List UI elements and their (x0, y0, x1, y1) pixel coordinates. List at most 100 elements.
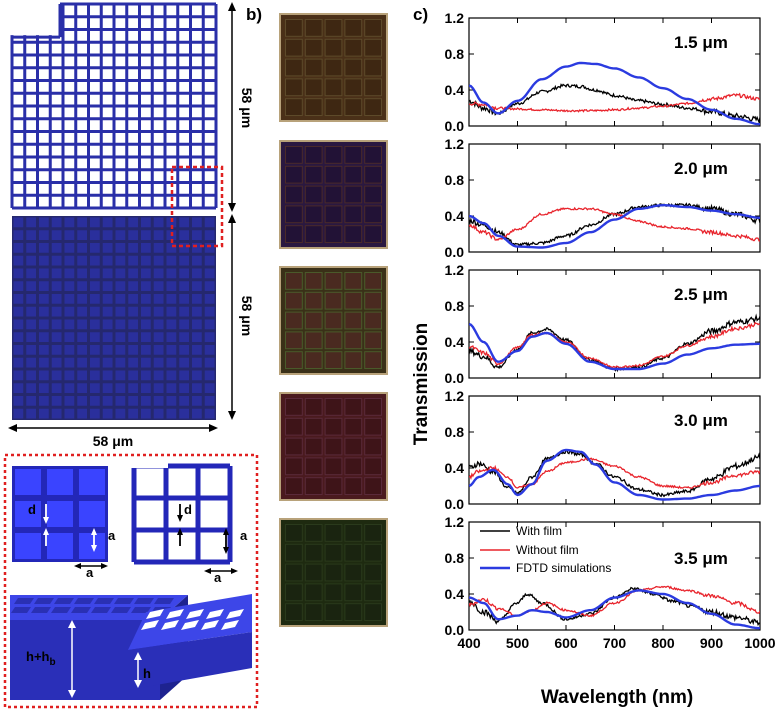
filled-grid-cell (13, 332, 24, 342)
filled-grid-cell (204, 370, 215, 381)
filled-grid-cell (102, 408, 113, 419)
x-tick-label: 900 (700, 635, 724, 651)
y-tick-label: 0.0 (445, 622, 465, 638)
micrograph-cell (285, 398, 303, 416)
micrograph-cell (304, 331, 323, 350)
filled-grid-cell (39, 370, 49, 381)
filled-grid-cell (102, 332, 113, 342)
micrograph-cell (344, 477, 363, 496)
filled-grid-cell (13, 396, 24, 406)
filled-grid-cell (166, 383, 177, 393)
y-tick-label: 0.0 (445, 244, 465, 260)
filled-grid-cell (90, 243, 100, 253)
filled-grid-cell (39, 217, 49, 228)
micrograph-cell (344, 98, 363, 116)
micrograph-cell (344, 398, 363, 416)
filled-grid-cell (192, 255, 202, 266)
micrograph-cell (304, 185, 323, 204)
micrograph-cell (344, 291, 363, 310)
filled-grid-cell (64, 332, 75, 342)
y-tick-label: 0.8 (445, 172, 465, 188)
micrograph-cell (324, 78, 343, 97)
micrograph-cell (344, 331, 363, 350)
filled-grid-cell (153, 255, 164, 266)
filled-grid-cell (192, 306, 202, 317)
micrograph-cell (324, 331, 343, 350)
micrograph-cell (344, 603, 363, 622)
filled-grid-cell (141, 306, 151, 317)
y-tick-label: 0.8 (445, 298, 465, 314)
micrograph-cell (324, 19, 343, 37)
subplot-4: 0.0 0.4 0.8 1.2 3.0 μm (445, 388, 761, 512)
filled-grid-cell (39, 357, 49, 368)
dimension-arrow-horizontal (8, 424, 218, 432)
inset-h-hb-main: h+h (26, 649, 50, 664)
micrograph-cell (324, 351, 343, 370)
filled-grid-cell (153, 281, 164, 291)
micrograph-cell (344, 38, 363, 57)
micrograph-cell (285, 38, 303, 57)
series-with-film (469, 586, 760, 627)
filled-grid-cell (166, 268, 177, 279)
filled-grid-cell (115, 370, 126, 381)
filled-grid-cell (26, 268, 36, 279)
filled-grid-cell (192, 281, 202, 291)
y-tick-label: 0.8 (445, 550, 465, 566)
filled-grid-cell (179, 396, 189, 406)
filled-grid-cell (153, 357, 164, 368)
filled-grid-cell (77, 396, 87, 406)
zoom-region-box (170, 165, 224, 248)
filled-grid-cell (39, 396, 49, 406)
micrograph-cell (364, 98, 383, 116)
micrograph-3.5 (279, 518, 388, 627)
filled-grid-cell (115, 294, 126, 304)
inset-a-label-left-v: a (108, 528, 116, 543)
filled-grid-cell (128, 243, 138, 253)
inset-left-cell (79, 501, 105, 527)
filled-grid-cell (166, 357, 177, 368)
micrograph-2.0 (279, 140, 388, 249)
micrograph-cell (364, 19, 383, 37)
subplot-title: 1.5 μm (674, 33, 728, 52)
filled-grid-cell (128, 332, 138, 342)
micrograph-cell (364, 58, 383, 77)
filled-grid-cell (128, 255, 138, 266)
filled-grid-cell (90, 319, 100, 330)
micrograph-cell (324, 398, 343, 416)
legend-without-film: Without film (516, 543, 579, 557)
filled-grid-cell (39, 319, 49, 330)
filled-grid-cell (153, 332, 164, 342)
x-axis-label: Wavelength (nm) (541, 687, 693, 708)
micrograph-cell (304, 524, 323, 542)
filled-grid-cell (26, 332, 36, 342)
micrograph-cell (324, 58, 343, 77)
filled-grid-cell (128, 396, 138, 406)
micrograph-cell (324, 437, 343, 456)
filled-grid-cell (179, 281, 189, 291)
filled-grid-cell (153, 217, 164, 228)
micrograph-cell (285, 165, 303, 184)
filled-grid-cell (115, 281, 126, 291)
inset-open-unit-cell (130, 462, 238, 574)
micrograph-cell (304, 146, 323, 164)
inset-d-label-right: d (184, 502, 192, 517)
filled-grid-cell (153, 396, 164, 406)
filled-grid-cell (51, 281, 62, 291)
filled-grid-cell (115, 332, 126, 342)
filled-grid-cell (51, 345, 62, 355)
filled-grid-cell (166, 370, 177, 381)
filled-grid-cell (64, 319, 75, 330)
filled-grid-cell (39, 306, 49, 317)
micrograph-cell (304, 38, 323, 57)
filled-grid-cell (192, 408, 202, 419)
filled-grid-cell (26, 396, 36, 406)
micrograph-cell (364, 398, 383, 416)
micrograph-cell (285, 225, 303, 243)
filled-grid-cell (102, 357, 113, 368)
filled-grid-cell (90, 281, 100, 291)
filled-grid-cell (39, 255, 49, 266)
micrograph-cell (304, 351, 323, 370)
micrograph-cell (304, 58, 323, 77)
dim-bottom-right-label: 58 μm (239, 296, 255, 336)
micrograph-cell (304, 272, 323, 290)
